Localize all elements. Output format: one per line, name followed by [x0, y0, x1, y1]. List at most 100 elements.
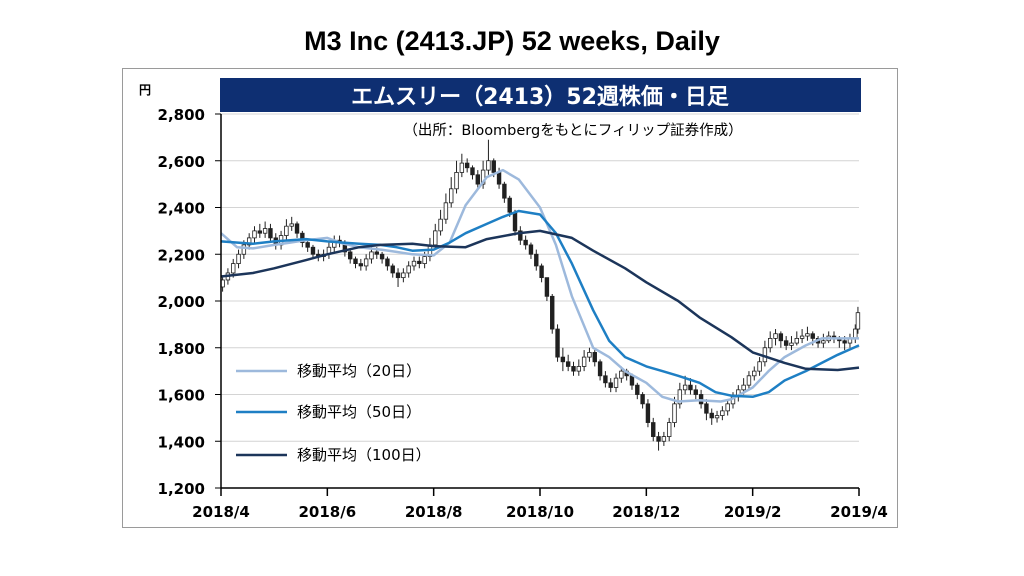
- candle-body: [768, 337, 773, 349]
- candle-body: [613, 377, 619, 388]
- candle-body: [587, 352, 592, 358]
- y-tick-label: 2,200: [158, 246, 205, 264]
- candle-body: [379, 253, 385, 260]
- candle-body: [581, 356, 587, 367]
- candle-body: [433, 230, 438, 246]
- candle-body: [289, 223, 294, 227]
- candle-body: [842, 340, 847, 344]
- candle-body: [571, 366, 576, 372]
- candle-body: [246, 237, 252, 246]
- candle-body: [438, 218, 443, 232]
- candle-body: [704, 403, 709, 414]
- candle-body: [257, 230, 263, 234]
- legend-label-ma100: 移動平均（100日）: [297, 446, 431, 464]
- x-tick-label: 2018/4: [192, 503, 250, 521]
- source-note: （出所：Bloombergをもとにフィリップ証券作成）: [403, 122, 742, 139]
- candle-body: [720, 410, 725, 416]
- candle-body: [401, 272, 406, 279]
- candle-body: [374, 251, 379, 255]
- line-ma100: [220, 229, 860, 372]
- chart-frame: 1,200 1,400 1,600 1,800 2,000 2,200 2,400 2,600…: [122, 68, 898, 528]
- candle-body: [789, 342, 794, 346]
- candle-body: [528, 244, 534, 255]
- candle-body: [518, 230, 523, 241]
- candle-body: [783, 340, 789, 346]
- stock-chart: 1,200 1,400 1,600 1,800 2,000 2,200 2,400 2,600…: [139, 78, 888, 521]
- candle-body: [677, 389, 683, 405]
- candle-body: [576, 366, 582, 372]
- x-tick-label: 2019/4: [830, 503, 888, 521]
- candle-body: [390, 265, 395, 274]
- candle-body: [262, 228, 268, 234]
- candle-body: [496, 172, 502, 185]
- candle-body: [268, 228, 273, 239]
- y-tick-label: 2,600: [158, 153, 205, 171]
- candle-body: [688, 384, 693, 391]
- y-tick-label: 1,200: [158, 480, 205, 498]
- candle-body: [661, 436, 667, 442]
- chart-title-bar: [220, 78, 861, 112]
- candle-body: [746, 375, 752, 386]
- legend: 移動平均（20日） 移動平均（50日） 移動平均（100日）: [236, 362, 431, 464]
- y-axis-unit: 円: [139, 83, 151, 97]
- candle-body: [555, 328, 560, 358]
- candle-body: [855, 312, 861, 330]
- candle-body: [539, 265, 544, 279]
- candle-body: [752, 370, 757, 377]
- y-tick-label: 2,000: [158, 293, 205, 311]
- candle-body: [619, 370, 624, 379]
- candle-body: [395, 272, 401, 279]
- candle-body: [369, 251, 374, 260]
- chart-title: エムスリー（2413）52週株価・日足: [351, 85, 729, 110]
- candle-body: [672, 403, 677, 423]
- candle-body: [645, 403, 651, 423]
- y-tick-label: 2,400: [158, 200, 205, 218]
- candle-body: [422, 256, 427, 264]
- line-ma50: [220, 209, 860, 399]
- x-tick-label: 2018/12: [612, 503, 680, 521]
- candle-body: [597, 361, 603, 377]
- candle-body: [353, 258, 358, 265]
- candle-body: [656, 436, 661, 442]
- candle-body: [853, 328, 858, 339]
- candle-body: [666, 422, 672, 437]
- candle-body: [821, 340, 826, 344]
- candle-body: [459, 162, 465, 173]
- candle-body: [411, 260, 417, 267]
- candle-body: [778, 333, 784, 342]
- candle-body: [464, 162, 470, 169]
- candle-body: [794, 337, 799, 344]
- candle-body: [480, 169, 486, 185]
- candle-body: [417, 260, 422, 264]
- page-title: M3 Inc (2413.JP) 52 weeks, Daily: [304, 26, 720, 56]
- legend-label-ma20: 移動平均（20日）: [297, 362, 421, 380]
- candle-body: [470, 167, 475, 176]
- candle-body: [805, 333, 810, 337]
- candle-body: [491, 160, 496, 173]
- candle-body: [810, 333, 815, 339]
- x-tick-label: 2019/2: [724, 503, 782, 521]
- candle-body: [475, 174, 480, 185]
- candle-body: [231, 263, 236, 274]
- candle-body: [693, 389, 698, 395]
- x-tick-label: 2018/8: [405, 503, 463, 521]
- x-tick-label: 2018/10: [506, 503, 574, 521]
- moving-average-lines: [220, 168, 860, 403]
- candle-body: [773, 333, 778, 339]
- y-tick-label: 1,600: [158, 387, 205, 405]
- candle-body: [544, 277, 550, 297]
- candle-body: [236, 253, 241, 264]
- candle-body: [310, 246, 316, 255]
- candle-body: [709, 412, 714, 419]
- candle-body: [507, 197, 512, 213]
- candle-body: [799, 335, 805, 339]
- candle-body: [305, 242, 310, 248]
- candle-body: [635, 384, 640, 395]
- legend-label-ma50: 移動平均（50日）: [297, 403, 421, 421]
- candle-body: [592, 352, 597, 363]
- candle-body: [406, 265, 411, 274]
- y-tick-label: 1,400: [158, 433, 205, 451]
- line-ma20: [220, 168, 859, 403]
- candle-body: [486, 160, 491, 171]
- candle-body: [608, 382, 613, 388]
